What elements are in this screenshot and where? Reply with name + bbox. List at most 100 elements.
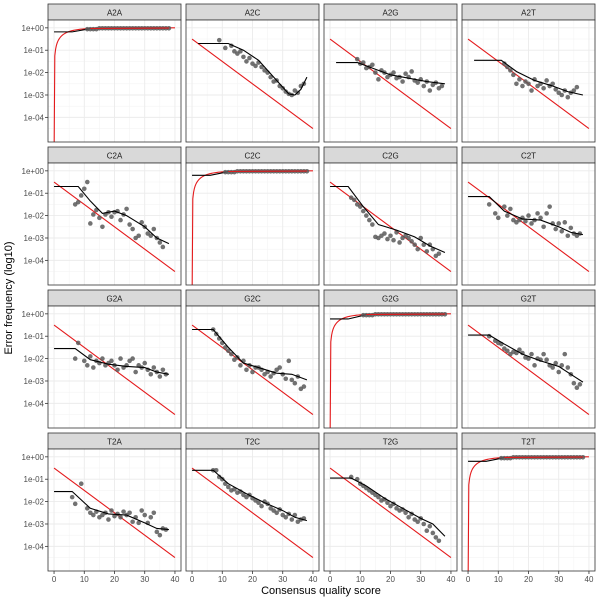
observed-point — [277, 365, 283, 370]
x-axis-title: Consensus quality score — [261, 585, 381, 597]
observed-point — [553, 360, 559, 366]
observed-point — [148, 233, 154, 239]
observed-point — [75, 340, 81, 346]
observed-point — [495, 215, 501, 221]
panel-data — [191, 324, 314, 416]
observed-point — [151, 510, 157, 516]
panel-grid — [48, 163, 181, 285]
observed-point — [78, 481, 84, 486]
observed-point — [577, 382, 583, 387]
panel-data — [467, 454, 589, 571]
observed-point — [553, 87, 559, 92]
panel-data — [191, 168, 313, 285]
panels-layer: A2A 1e+00 1e-01 1e-02 1e-03 1e-04 A2C A2G A2T C2A… — [22, 3, 596, 584]
panel-data — [191, 467, 314, 559]
y-tick-label: 1e-04 — [24, 542, 45, 551]
panel-g2a: G2A 1e+00 1e-01 1e-02 1e-03 1e-04 — [22, 289, 182, 429]
observed-point — [286, 358, 292, 364]
observed-point — [157, 532, 163, 538]
x-tick-label: 30 — [278, 575, 287, 584]
panel-strip-label: G2T — [521, 295, 537, 304]
panel-border — [47, 162, 182, 286]
x-tick-label: 10 — [80, 575, 89, 584]
observed-point — [541, 224, 546, 230]
observed-point — [565, 94, 571, 100]
observed-point — [544, 78, 549, 83]
observed-point — [559, 228, 565, 234]
panel-strip-label: G2C — [244, 295, 261, 304]
x-tick-label: 40 — [171, 575, 180, 584]
panel-border — [461, 162, 596, 286]
observed-point — [397, 240, 402, 245]
observed-point — [412, 242, 417, 248]
panel-grid — [48, 449, 181, 571]
observed-point — [274, 510, 279, 516]
panel-strip-label: C2T — [521, 152, 536, 161]
observed-point — [127, 222, 132, 227]
observed-point — [541, 85, 546, 91]
x-tick-label: 30 — [416, 575, 425, 584]
observed-point — [529, 351, 534, 357]
observed-point — [219, 476, 225, 482]
observed-point — [226, 348, 231, 354]
observed-point — [226, 484, 231, 490]
observed-point — [222, 45, 228, 51]
observed-point — [514, 81, 519, 87]
panel-strip-label: G2A — [106, 295, 123, 304]
observed-point — [571, 88, 577, 93]
observed-point — [160, 244, 166, 250]
observed-point — [238, 363, 243, 368]
panel-border — [47, 19, 182, 143]
observed-point — [360, 208, 366, 214]
observed-point — [391, 70, 396, 75]
x-tick-label: 20 — [110, 575, 119, 584]
panel-strip-label: A2A — [107, 9, 123, 18]
observed-point — [91, 212, 96, 217]
observed-point — [436, 538, 442, 544]
observed-point — [268, 74, 273, 80]
x-tick-label: 40 — [309, 575, 318, 584]
x-tick-label: 20 — [524, 575, 533, 584]
observed-point — [508, 68, 513, 73]
observed-point — [100, 224, 105, 230]
observed-point — [565, 233, 571, 239]
x-tick-label: 0 — [466, 575, 471, 584]
observed-point — [268, 374, 273, 379]
observed-point — [142, 512, 148, 518]
observed-point — [502, 61, 507, 66]
fitted-error-line — [192, 328, 308, 381]
x-tick-label: 10 — [218, 575, 227, 584]
y-tick-label: 1e-02 — [24, 498, 45, 507]
panel-strip-label: T2C — [245, 438, 260, 447]
nominal-error-line — [329, 38, 452, 130]
x-tick-label: 20 — [386, 575, 395, 584]
panel-data — [467, 324, 590, 416]
x-tick-label: 10 — [356, 575, 365, 584]
observed-point — [289, 517, 295, 522]
observed-point — [118, 217, 123, 223]
observed-point — [511, 72, 516, 78]
observed-point — [415, 519, 421, 525]
observed-point — [280, 85, 286, 91]
observed-point — [550, 365, 555, 370]
x-tick-label: 10 — [494, 575, 503, 584]
observed-point — [439, 83, 445, 89]
observed-point — [148, 514, 154, 520]
observed-point — [364, 213, 369, 218]
observed-point — [100, 356, 105, 361]
fitted-error-line — [330, 477, 446, 537]
panel-border — [185, 162, 320, 286]
panel-border — [185, 305, 320, 429]
observed-point — [526, 81, 531, 87]
panel-border — [323, 162, 458, 286]
nominal-error-line — [191, 467, 314, 559]
y-tick-label: 1e-02 — [24, 355, 45, 364]
observed-point — [367, 217, 372, 223]
fitted-error-line — [474, 59, 584, 96]
observed-point — [529, 221, 534, 226]
observed-point — [385, 500, 390, 506]
observed-point — [526, 213, 531, 218]
observed-point — [259, 503, 264, 509]
observed-point — [148, 371, 154, 377]
observed-point — [91, 365, 96, 370]
